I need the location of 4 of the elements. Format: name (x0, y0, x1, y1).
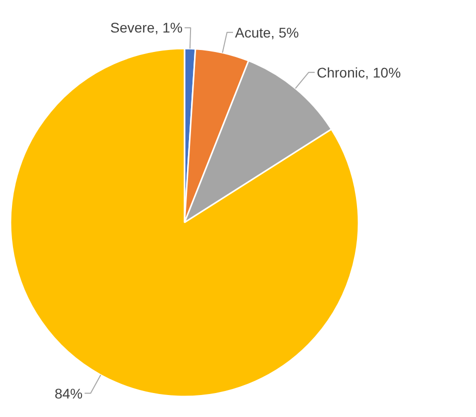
slice-label: Acute, 5% (235, 24, 299, 40)
slice-label: Severe, 1% (110, 20, 183, 36)
data-label: 84% (54, 385, 83, 402)
slice-label: Chronic, 10% (316, 64, 401, 80)
